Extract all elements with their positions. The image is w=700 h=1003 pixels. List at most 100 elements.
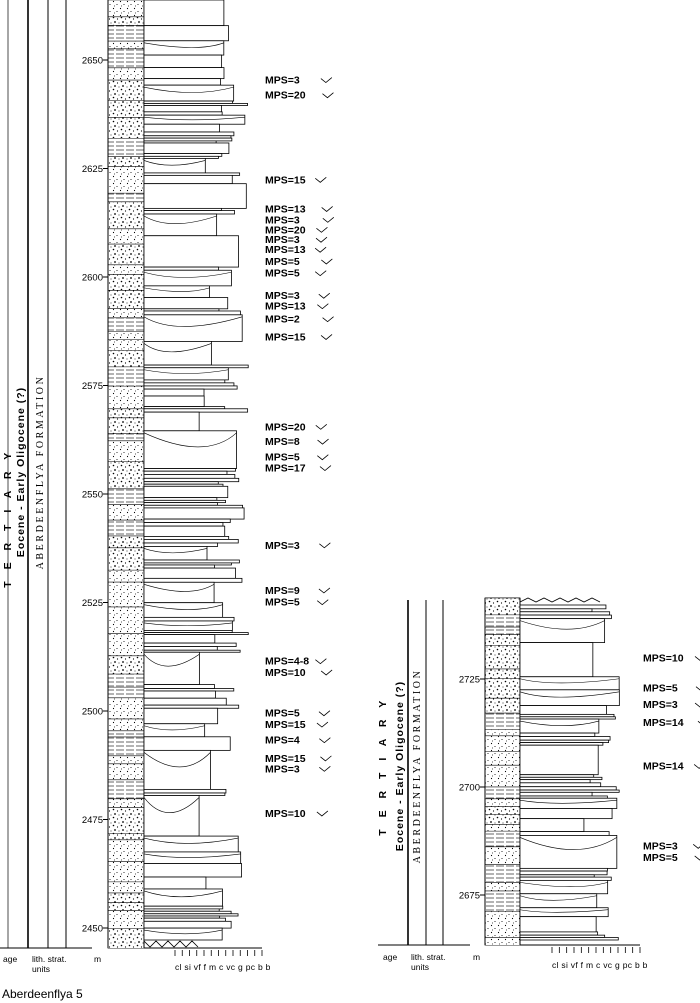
left-formation-label: ABERDEENFLYA FORMATION [35,375,46,570]
left-depth-tick-label: 2475 [82,815,103,826]
left-lith-band-pattern [108,264,144,275]
left-bed-structure [143,752,211,768]
left-age-label: T E R T I A R Y [2,448,14,587]
left-bed [143,518,231,523]
figure-caption: Aberdeenflya 5 [2,987,83,1001]
right-lith-band-pattern [485,786,520,799]
left-sample-marker [319,542,331,549]
left-bed [143,835,239,853]
left-lith-band-pattern [108,504,144,521]
left-lith-band-pattern [108,730,144,737]
right-lith-band-pattern [485,614,520,628]
left-sample-marker [319,737,331,744]
right-depth-tick-label: 2675 [459,891,480,902]
left-lith-band-pattern [108,350,144,367]
left-mps-label: MPS=3 [265,290,300,302]
left-bed [143,697,227,706]
left-bed [143,736,231,751]
right-bed [519,867,608,872]
left-bed [143,788,227,794]
right-lith-band-pattern [485,911,520,938]
left-lith-band-pattern [108,892,144,903]
right-bed [519,831,610,836]
left-bed [143,388,205,397]
right-bed [519,618,606,643]
left-bed [143,310,241,316]
right-lith-band-pattern [485,798,520,807]
right-bed-structure [519,720,599,726]
right-bed [519,782,602,788]
right-bed [519,736,611,741]
right-bed [519,744,599,776]
right-bed [519,791,593,797]
left-bed [143,123,220,133]
left-sample-marker [320,77,333,84]
right-lith-band-pattern [485,846,520,865]
left-lith-band-pattern [108,736,144,756]
left-bed [143,795,200,837]
left-bed [143,158,206,174]
left-mps-label: MPS=20 [265,224,306,236]
right-grain-size-scale: cl si vf f m c vc g pc b b [552,960,648,970]
left-bed [143,474,236,479]
left-mps-label: MPS=5 [265,452,300,464]
left-bed [143,567,236,579]
left-lith-band-pattern [108,290,144,309]
right-bed [519,937,619,941]
left-sample-marker [322,92,334,99]
right-sample-marker [694,855,700,861]
right-bed [519,786,617,791]
right-sample-marker [694,656,700,661]
right-bed [519,611,611,616]
left-bed [143,539,239,544]
left-bed [143,646,218,651]
left-sample-marker [318,710,331,717]
right-lith-band-pattern [485,698,520,714]
left-lith-band-pattern [108,433,144,441]
left-bed-structure [143,215,217,224]
left-bed [143,379,226,384]
left-bed [143,341,212,366]
right-bed-structure [519,909,609,913]
left-bed-structure [143,432,237,448]
left-bed [143,920,232,929]
right-bed-structure [519,895,597,901]
right-bed [519,732,596,737]
left-lith-band-pattern [108,606,144,634]
left-lithology-bands [108,0,144,948]
left-mps-label: MPS=5 [265,708,300,720]
left-bed [143,78,222,86]
left-depth-tick-label: 2625 [82,164,103,175]
left-depth-tick-label: 2550 [82,490,103,501]
left-lith-band-pattern [108,839,144,862]
left-lith-band-pattern [108,41,144,49]
left-bed [143,581,215,604]
right-formation-label: ABERDEENFLYA FORMATION [412,669,423,864]
left-footer-m: m [94,954,101,964]
left-lith-band-pattern [108,910,144,929]
left-lith-band-pattern [108,779,144,799]
left-bed [143,876,207,890]
right-bed [519,779,591,784]
left-sample-marker [322,216,335,223]
left-bed [143,863,242,878]
left-sample-marker [319,765,331,772]
left-bed [143,364,249,369]
right-bed-structure [519,837,617,850]
left-bed-structure [143,369,229,374]
left-sample-marker [317,438,329,445]
left-bed [143,131,235,137]
left-mps-label: MPS=5 [265,268,300,280]
left-mps-label: MPS=13 [265,301,306,313]
left-lith-band-pattern [108,408,144,418]
left-bed [143,651,200,685]
left-bed [143,542,219,547]
left-bed [143,723,206,738]
left-bed-structure [143,316,243,327]
left-bed-structure [143,584,215,592]
left-mps-label: MPS=2 [265,314,300,326]
right-bed [519,916,597,933]
right-bed-structure [519,691,620,698]
left-lith-band-pattern [108,755,144,764]
